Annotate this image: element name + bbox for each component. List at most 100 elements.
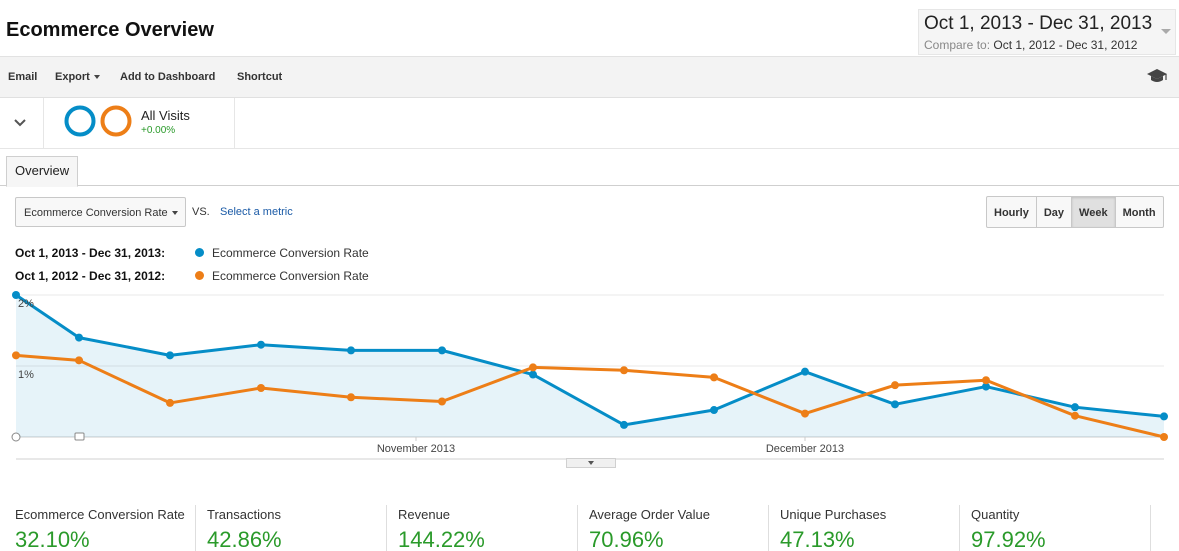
scorecard-row: Ecommerce Conversion Rate 32.10% Transac…	[0, 505, 1179, 551]
granularity-switcher: Hourly Day Week Month	[986, 196, 1164, 228]
date-range-picker[interactable]: Oct 1, 2013 - Dec 31, 2013 Compare to: O…	[918, 9, 1176, 55]
annotation-comment-icon	[74, 432, 85, 441]
scorecard-label: Unique Purchases	[780, 507, 887, 522]
legend-dot	[195, 271, 204, 280]
scorecard-label: Quantity	[971, 507, 1020, 522]
data-point	[1160, 433, 1168, 441]
metric-dropdown[interactable]: Ecommerce Conversion Rate	[15, 197, 186, 227]
segment-ring-current	[64, 105, 96, 137]
data-point	[1071, 411, 1079, 420]
scorecard-transactions[interactable]: Transactions 42.86%	[195, 505, 385, 551]
data-point	[12, 291, 20, 299]
scorecard-value: 70.96%	[589, 527, 664, 551]
scorecard-value: 97.92%	[971, 527, 1046, 551]
chart-resize-handle[interactable]	[566, 458, 616, 468]
tab-overview[interactable]: Overview	[6, 156, 79, 187]
scorecard-label: Average Order Value	[589, 507, 710, 522]
legend-metric: Ecommerce Conversion Rate	[212, 246, 369, 260]
annotation-marker-icon	[11, 432, 21, 442]
data-point	[620, 420, 628, 429]
hourly-button[interactable]: Hourly	[986, 196, 1037, 228]
data-point	[257, 340, 265, 349]
legend-entry-current: Oct 1, 2013 - Dec 31, 2013: Ecommerce Con…	[15, 246, 369, 260]
data-point	[891, 381, 899, 390]
week-button[interactable]: Week	[1072, 196, 1116, 228]
data-point	[982, 382, 990, 391]
data-point	[347, 393, 355, 402]
scorecard-label: Transactions	[207, 507, 281, 522]
tab-strip: Overview	[0, 149, 1179, 187]
legend-period: Oct 1, 2013 - Dec 31, 2013:	[15, 246, 166, 260]
data-point	[529, 370, 537, 379]
page-title: Ecommerce Overview	[6, 19, 214, 41]
x-tick-label: December 2013	[766, 443, 844, 455]
data-point	[438, 346, 446, 355]
scorecard-conversion-rate[interactable]: Ecommerce Conversion Rate 32.10%	[15, 505, 205, 551]
export-label: Export	[55, 71, 90, 83]
scorecard-value: 144.22%	[398, 527, 485, 551]
month-button[interactable]: Month	[1115, 196, 1164, 228]
chevron-down-icon	[172, 211, 178, 215]
shortcut-button[interactable]: Shortcut	[237, 71, 283, 83]
scorecard-value: 47.13%	[780, 527, 855, 551]
y-tick-label: 1%	[18, 369, 34, 381]
scorecard-average-order-value[interactable]: Average Order Value 70.96%	[577, 505, 767, 551]
report-toolbar: Email Export Add to Dashboard Shortcut	[0, 57, 1179, 98]
graduation-cap-icon[interactable]	[1146, 67, 1168, 85]
y-tick-label: 2%	[18, 298, 34, 310]
export-button[interactable]: Export	[55, 71, 100, 83]
segment-collapse-toggle[interactable]	[0, 98, 44, 148]
line-chart[interactable]: November 2013 December 2013 2% 1%	[0, 290, 1179, 470]
legend-entry-compare: Oct 1, 2012 - Dec 31, 2012: Ecommerce Con…	[15, 269, 369, 283]
compare-range-line: Compare to: Oct 1, 2012 - Dec 31, 2012	[924, 38, 1137, 52]
data-point	[801, 409, 809, 418]
scorecard-value: 42.86%	[207, 527, 282, 551]
data-point	[166, 398, 174, 407]
legend-metric: Ecommerce Conversion Rate	[212, 269, 369, 283]
data-point	[75, 333, 83, 342]
segment-bar: All Visits +0.00%	[0, 98, 1179, 149]
data-point	[891, 400, 899, 409]
data-point	[710, 373, 718, 382]
day-button[interactable]: Day	[1036, 196, 1073, 228]
legend-dot	[195, 248, 204, 257]
segment-all-visits[interactable]: All Visits +0.00%	[44, 98, 235, 148]
scorecard-unique-purchases[interactable]: Unique Purchases 47.13%	[768, 505, 958, 551]
add-to-dashboard-button[interactable]: Add to Dashboard	[120, 71, 216, 83]
scorecard-quantity[interactable]: Quantity 97.92%	[959, 505, 1151, 551]
series-area	[16, 295, 1164, 437]
data-point	[1160, 412, 1168, 421]
scorecard-label: Ecommerce Conversion Rate	[15, 507, 185, 522]
data-point	[257, 384, 265, 393]
page-header: Ecommerce Overview Oct 1, 2013 - Dec 31,…	[0, 0, 1179, 57]
chevron-down-icon	[588, 461, 594, 465]
segment-name: All Visits	[141, 108, 190, 123]
vs-label: VS.	[192, 206, 210, 218]
data-point	[12, 351, 20, 360]
metric-dropdown-value: Ecommerce Conversion Rate	[24, 207, 168, 219]
email-button[interactable]: Email	[8, 71, 38, 83]
compare-range-value: Oct 1, 2012 - Dec 31, 2012	[993, 38, 1138, 52]
scorecard-revenue[interactable]: Revenue 144.22%	[386, 505, 576, 551]
data-point	[529, 363, 537, 372]
data-point	[166, 351, 174, 360]
data-point	[801, 367, 809, 376]
data-point	[982, 376, 990, 385]
x-tick-label: November 2013	[377, 443, 455, 455]
data-point	[75, 356, 83, 365]
segment-change: +0.00%	[141, 125, 176, 136]
chevron-down-icon	[14, 119, 26, 127]
chevron-down-icon	[1161, 29, 1171, 34]
data-point	[347, 346, 355, 355]
segment-rings-icon	[64, 105, 132, 137]
data-point	[620, 366, 628, 375]
series-line-compare	[15, 353, 1165, 439]
data-point	[1071, 403, 1079, 412]
series-line-current	[15, 293, 1165, 427]
segment-ring-compare	[100, 105, 132, 137]
chevron-down-icon	[93, 75, 100, 80]
select-metric-link[interactable]: Select a metric	[220, 206, 293, 218]
legend-period: Oct 1, 2012 - Dec 31, 2012:	[15, 269, 166, 283]
data-point	[710, 406, 718, 415]
compare-label: Compare to:	[924, 38, 991, 52]
